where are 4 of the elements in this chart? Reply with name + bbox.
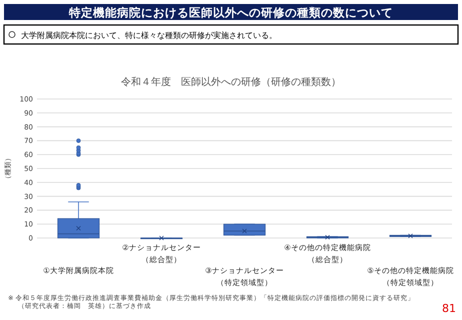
chart-title: 特定機能病院における医師以外への研修の種類の数について: [68, 6, 393, 20]
chart-subtitle: 大学附属病院本院において、特に様々な種類の研修が実施されている。: [21, 31, 277, 40]
text: 81: [442, 302, 456, 315]
text: 令和４年度 医師以外への研修（研修の種類数）: [121, 76, 341, 88]
